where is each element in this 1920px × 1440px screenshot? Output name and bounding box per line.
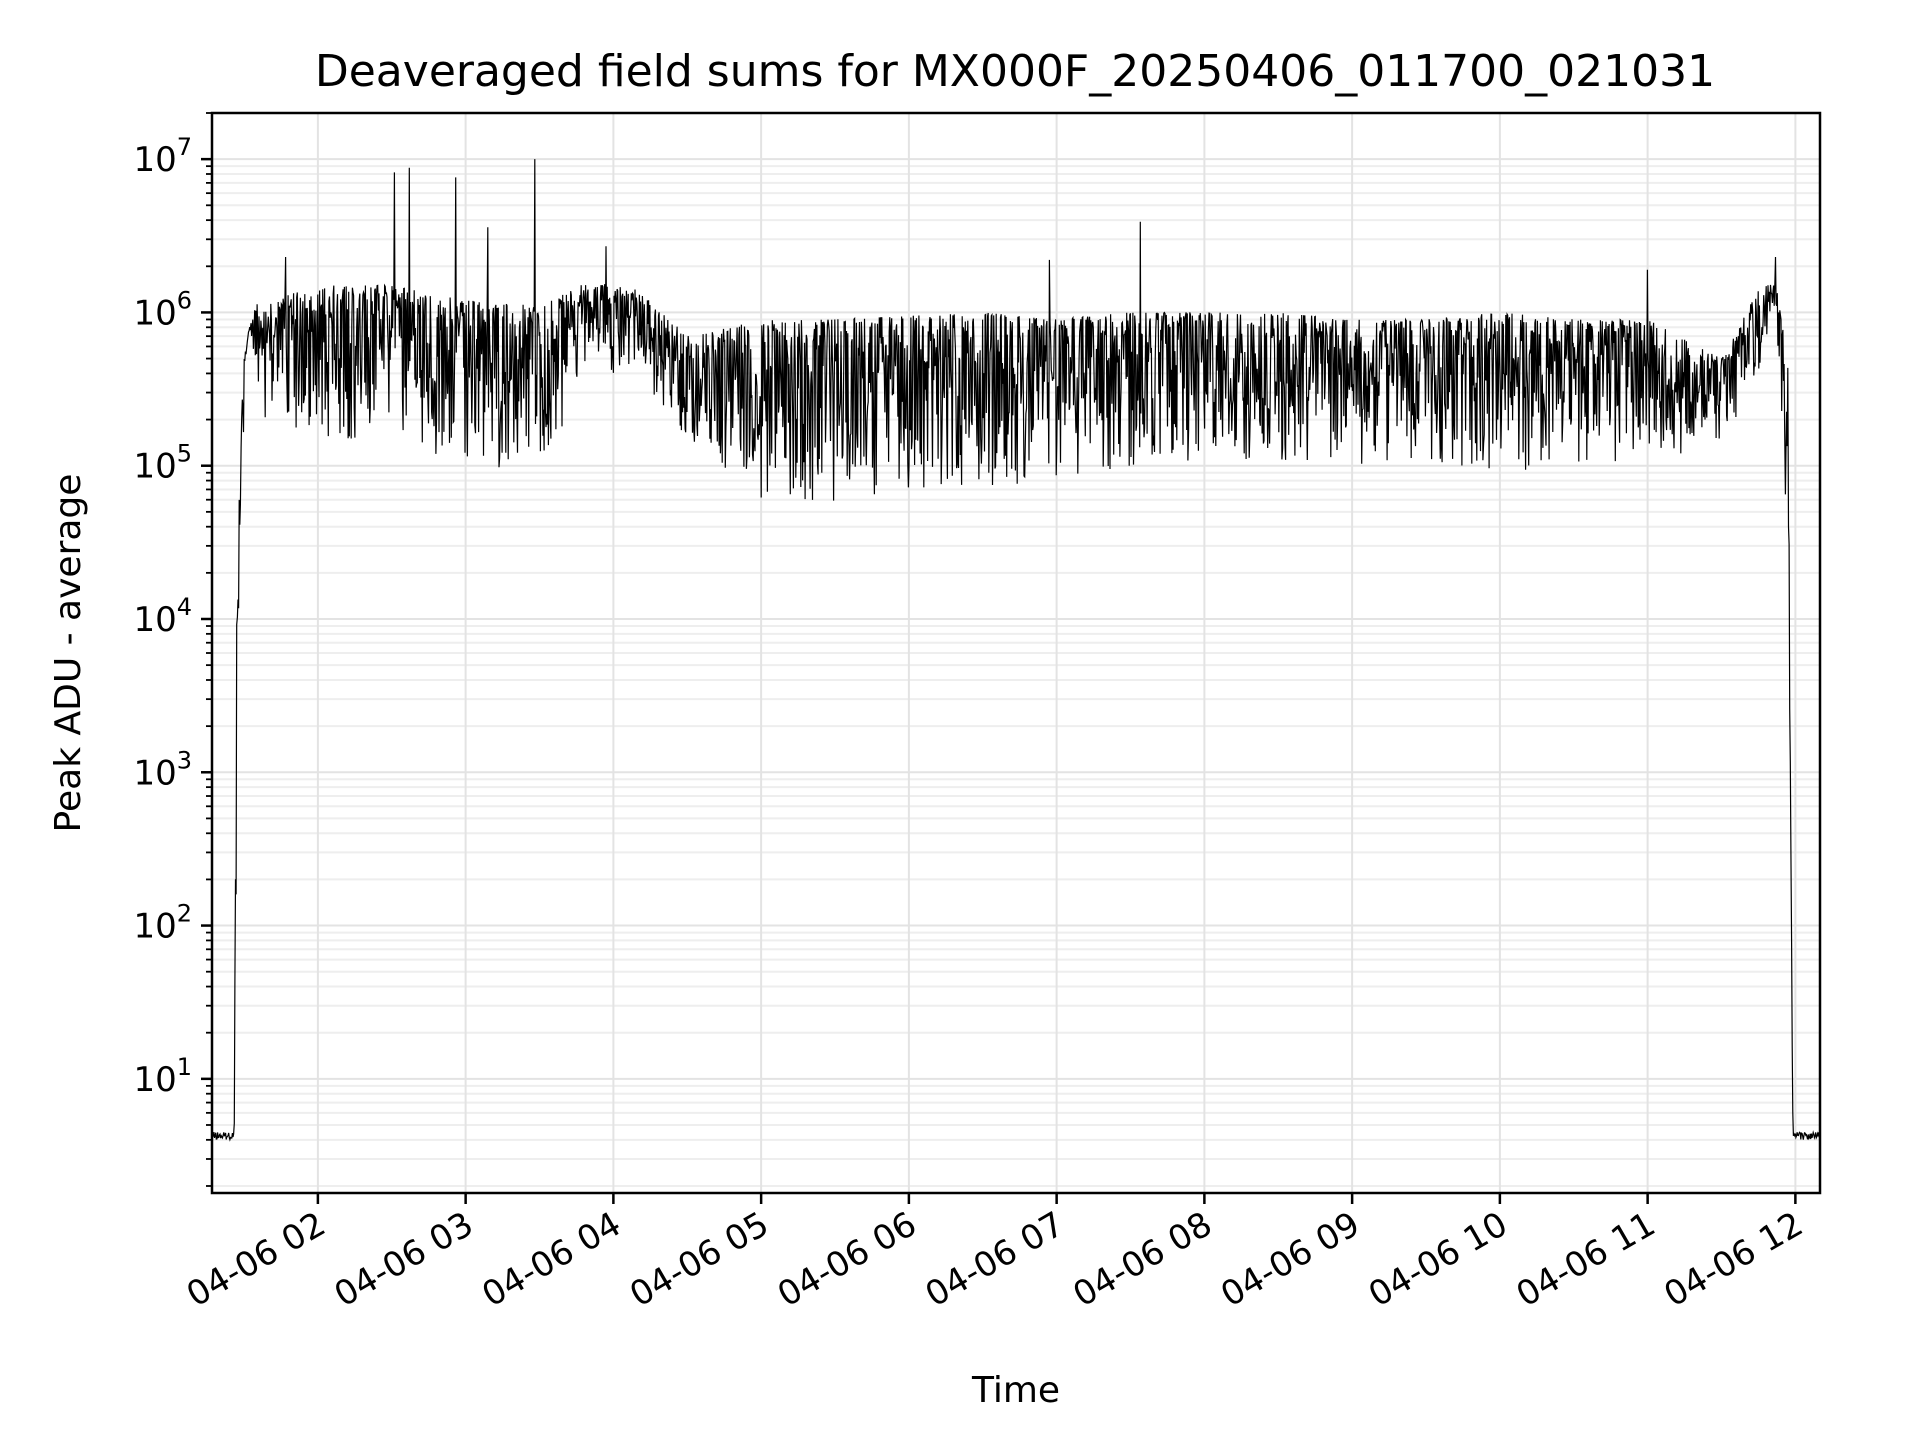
- y-axis-label: Peak ADU - average: [48, 474, 89, 833]
- x-tick-label: 04-06 03: [328, 1204, 480, 1315]
- x-tick-label: 04-06 06: [771, 1204, 923, 1315]
- x-tick-label: 04-06 05: [623, 1204, 775, 1315]
- y-axis: 101 102 103 104 105 106 107: [133, 112, 212, 1187]
- x-tick-label: 04-06 12: [1657, 1204, 1809, 1315]
- x-axis-label: Time: [971, 1370, 1060, 1411]
- series-line: [211, 159, 1821, 1142]
- y-tick-label: 102: [133, 900, 192, 947]
- y-tick-label: 103: [133, 746, 192, 793]
- x-tick-label: 04-06 09: [1214, 1204, 1366, 1315]
- y-tick-label: 104: [133, 593, 192, 640]
- y-tick-label: 107: [133, 133, 192, 180]
- y-tick-label: 106: [133, 286, 192, 333]
- x-tick-label: 04-06 10: [1362, 1204, 1514, 1315]
- grid: [212, 112, 1820, 1193]
- x-tick-label: 04-06 02: [180, 1204, 332, 1315]
- y-tick-label: 105: [133, 440, 192, 487]
- x-tick-label: 04-06 07: [919, 1204, 1071, 1315]
- series-layer: [211, 159, 1821, 1142]
- chart-title: Deaveraged field sums for MX000F_2025040…: [315, 46, 1715, 97]
- x-tick-label: 04-06 04: [475, 1204, 627, 1315]
- x-tick-label: 04-06 08: [1066, 1204, 1218, 1315]
- x-tick-label: 04-06 11: [1510, 1204, 1662, 1315]
- y-tick-label: 101: [133, 1053, 192, 1100]
